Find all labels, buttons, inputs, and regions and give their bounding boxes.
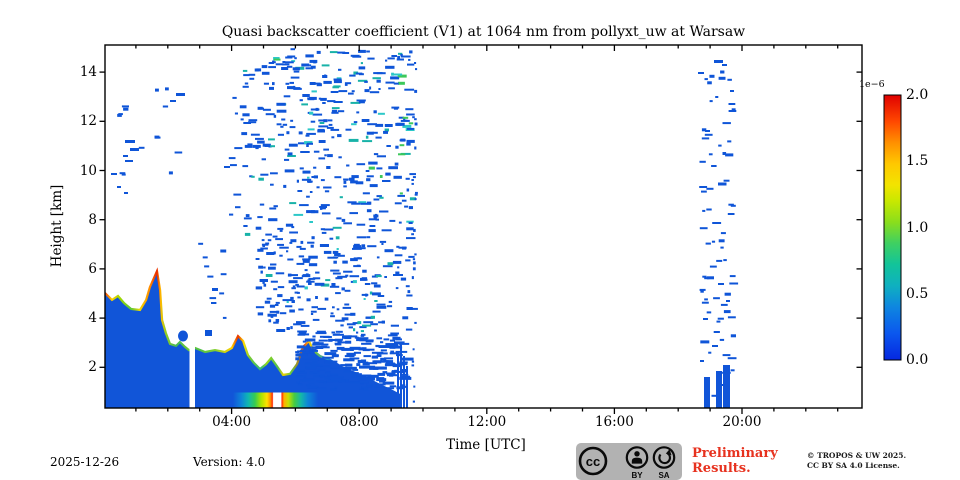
cc-license-badge: cc BY SA: [576, 443, 682, 480]
colorbar-exponent-label: 1e−6: [859, 79, 885, 90]
speckle-dash: [730, 90, 734, 92]
x-tick-label-1600: 16:00: [594, 414, 634, 430]
speckle-dash: [722, 64, 727, 66]
speckle-dash: [170, 100, 176, 102]
speckle-region-evening-column: [699, 70, 739, 397]
speckle-dash: [224, 166, 230, 168]
speckle-region-field-upper-east: [268, 48, 416, 234]
x-tick-label-0400: 04:00: [212, 414, 252, 430]
y-tick-label-4: 4: [88, 310, 97, 327]
solid-signal-bar: [400, 344, 402, 408]
detached-cloud-blob: [178, 330, 188, 342]
by-person-icon: [625, 446, 649, 469]
speckle-dash: [718, 283, 724, 285]
speckle-dash: [714, 60, 723, 63]
speckle-dash: [117, 186, 121, 188]
speckle-dash: [130, 148, 139, 151]
speckle-dash: [703, 318, 708, 320]
preliminary-line2: Results.: [692, 461, 751, 476]
sa-arrow-head: [665, 449, 672, 456]
aerosol-cloud-mass: [105, 271, 400, 408]
y-tick-label-8: 8: [88, 211, 97, 228]
copyright-line2: CC BY SA 4.0 License.: [807, 461, 900, 470]
x-axis-label: Time [UTC]: [446, 437, 526, 453]
y-tick-label-6: 6: [88, 260, 97, 277]
copyright-line1: © TROPOS & UW 2025.: [807, 451, 907, 460]
speckle-region-field-upper-west: [228, 65, 275, 236]
near-ground-strong-signal-band: [233, 392, 318, 408]
solid-signal-bar: [716, 371, 722, 408]
speckle-dash: [705, 130, 710, 132]
solid-signal-bar: [704, 377, 710, 408]
y-tick-label-10: 10: [79, 162, 97, 179]
x-tick-label-1200: 12:00: [467, 414, 507, 430]
x-tick-label-2000: 20:00: [722, 414, 762, 430]
by-person-body: [631, 457, 643, 464]
cc-circle-text: cc: [586, 454, 600, 469]
speckle-dash: [698, 72, 704, 74]
speckle-dash: [212, 288, 218, 291]
speckle-dash: [176, 93, 185, 96]
solid-signal-bar: [403, 356, 405, 408]
preliminary-line1: Preliminary: [692, 446, 778, 461]
speckle-region-left-mid-sparse: [198, 242, 227, 319]
by-person-head: [634, 451, 640, 457]
colorbar-border: [883, 94, 902, 361]
colorbar-tick-label-0.5: 0.5: [906, 285, 929, 302]
chart-title: Quasi backscatter coefficient (V1) at 10…: [221, 24, 746, 40]
speckle-dash: [712, 345, 718, 347]
y-tick-label-2: 2: [88, 359, 97, 376]
solid-signal-bar: [397, 352, 399, 408]
speckle-region-ragged-top: [295, 332, 414, 391]
speckle-region-post-gap-dotted-column: [411, 62, 418, 403]
sa-arrow-arc: [658, 452, 672, 465]
data-gap: [189, 328, 195, 408]
copyright-note: © TROPOS & UW 2025. CC BY SA 4.0 License…: [807, 451, 906, 471]
by-label: BY: [631, 471, 643, 480]
plot-data-layer: [105, 48, 739, 408]
plot-border: [104, 44, 863, 409]
speckle-dash: [123, 155, 128, 157]
speckle-dash: [125, 140, 135, 143]
colorbar-tick-label-1.5: 1.5: [906, 153, 929, 170]
sa-arrow-icon: [652, 446, 676, 469]
axis-ticks: [99, 45, 901, 414]
cloud-top-fringe: [105, 267, 401, 397]
colorbar-gradient: [884, 95, 901, 360]
y-tick-label-12: 12: [79, 113, 97, 130]
speckle-dash: [124, 192, 128, 194]
cc-circle-icon: [578, 446, 608, 476]
x-tick-label-0800: 08:00: [339, 414, 379, 430]
colorbar-tick-label-2.0: 2.0: [906, 87, 929, 103]
speckle-region-upper-left-sparse: [117, 87, 183, 176]
sa-label: SA: [658, 471, 669, 480]
speckle-region-field-mid: [255, 235, 418, 334]
speckle-dash: [700, 360, 704, 362]
speckle-dash: [205, 330, 212, 336]
colorbar-tick-label-1.0: 1.0: [906, 219, 929, 236]
solid-signal-bar: [406, 366, 408, 408]
speckle-dash: [111, 173, 117, 175]
measurement-date: 2025-12-26: [50, 455, 120, 469]
speckle-dash: [726, 300, 730, 302]
solid-signal-bar: [723, 365, 730, 408]
y-tick-label-14: 14: [79, 64, 97, 81]
preliminary-results-note: Preliminary Results.: [692, 446, 778, 476]
version-label: Version: 4.0: [193, 455, 266, 469]
colorbar-tick-label-0.0: 0.0: [906, 352, 929, 368]
speckle-dash: [125, 160, 133, 162]
